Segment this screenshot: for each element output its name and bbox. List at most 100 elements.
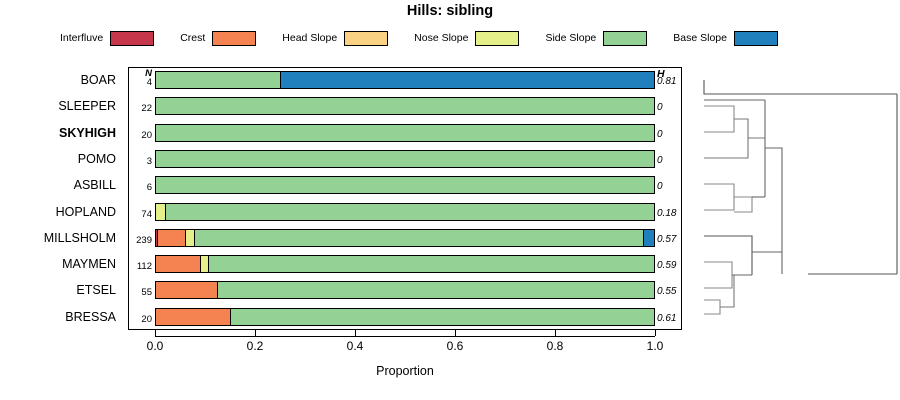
n-value: 20	[141, 129, 152, 141]
legend-label: Nose Slope	[414, 32, 469, 44]
y-axis-label-skyhigh: SKYHIGH	[59, 125, 116, 140]
h-value: 0.81	[657, 76, 677, 87]
bar-segment[interactable]	[644, 229, 654, 246]
legend-entry: Interfluve	[60, 30, 155, 46]
legend-label: Crest	[180, 32, 206, 44]
x-tick-mark	[555, 330, 556, 336]
bar-row: 20 0	[128, 120, 682, 146]
bar-row: 239 0.57	[128, 225, 682, 251]
n-value: 239	[136, 234, 152, 246]
page-title: Hills: sibling	[406, 3, 494, 19]
legend-swatch	[212, 30, 257, 46]
legend-label: Side Slope	[545, 32, 597, 44]
y-axis-label-millsholm: MILLSHOLM	[43, 230, 116, 245]
y-axis-label-hopland: HOPLAND	[55, 204, 116, 219]
legend-entry: Base Slope	[673, 30, 778, 46]
legend: Interfluve Crest Head Slope Nose Slope Side …	[60, 28, 850, 48]
x-tick-label: 0.6	[446, 339, 464, 353]
x-tick-label: 0.8	[546, 339, 564, 353]
n-value: 112	[136, 261, 152, 273]
bar-segment[interactable]	[156, 308, 231, 325]
bar-row: 55 0.55	[128, 277, 682, 303]
y-axis-labels: BOAR SLEEPER SKYHIGH POMO ASBILL HOPLAND MILLS…	[0, 67, 122, 330]
h-value: 0.55	[657, 286, 677, 298]
legend-label: Head Slope	[282, 32, 338, 44]
legend-swatch	[733, 30, 778, 46]
stacked-bar[interactable]	[155, 176, 655, 195]
stacked-bar[interactable]	[155, 281, 655, 300]
legend-entry: Crest	[180, 30, 257, 46]
h-value: 0	[657, 181, 663, 193]
bar-segment[interactable]	[158, 229, 186, 246]
bar-segment[interactable]	[156, 282, 219, 299]
bar-row: 4 0.81	[128, 67, 682, 93]
bar-segment[interactable]	[156, 177, 654, 194]
stacked-bar[interactable]	[155, 307, 655, 326]
bar-segment[interactable]	[156, 98, 654, 115]
x-tick-mark	[655, 330, 656, 336]
legend-swatch	[110, 30, 155, 46]
h-value: 0	[657, 102, 663, 114]
x-axis-title: Proportion	[376, 364, 434, 378]
y-axis-label-pomo: POMO	[77, 151, 116, 166]
stacked-bar[interactable]	[155, 97, 655, 116]
x-tick-label: 0.2	[246, 339, 264, 353]
legend-swatch	[475, 30, 520, 46]
bar-segment[interactable]	[218, 282, 654, 299]
stacked-bars: 4 0.81 22 0 20 0 3 0 6 0 74 0.18 239 0.57 112 0.59 55 0.5…	[128, 67, 682, 330]
n-value: 22	[141, 103, 152, 115]
y-axis-label-asbill: ASBILL	[73, 178, 116, 193]
stacked-bar[interactable]	[155, 228, 655, 247]
bar-segment[interactable]	[156, 150, 654, 167]
bar-segment[interactable]	[185, 229, 195, 246]
bar-segment[interactable]	[156, 72, 281, 88]
legend-swatch	[344, 30, 389, 46]
bar-segment[interactable]	[230, 308, 654, 325]
n-value: 20	[141, 313, 152, 325]
bar-segment[interactable]	[156, 203, 167, 220]
n-value: 3	[146, 155, 152, 167]
legend-label: Interfluve	[60, 32, 104, 44]
stacked-bar[interactable]	[155, 71, 655, 89]
h-value: 0.18	[657, 207, 677, 219]
n-value: 55	[141, 287, 152, 299]
bar-segment[interactable]	[156, 229, 159, 246]
bar-segment[interactable]	[209, 256, 654, 273]
y-axis-label-sleeper: SLEEPER	[58, 99, 116, 114]
x-axis-line	[155, 336, 655, 337]
x-tick-mark	[255, 330, 256, 336]
y-axis-label-maymen: MAYMEN	[62, 257, 116, 272]
bar-segment[interactable]	[166, 203, 654, 220]
h-value: 0.61	[657, 312, 677, 324]
bar-row: 22 0	[128, 93, 682, 119]
n-value: 6	[146, 182, 152, 194]
bar-segment[interactable]	[280, 72, 654, 88]
stacked-bar[interactable]	[155, 255, 655, 274]
stacked-bar[interactable]	[155, 123, 655, 142]
bar-row: 20 0.61	[128, 304, 682, 330]
bar-row: 74 0.18	[128, 199, 682, 225]
h-value: 0	[657, 128, 663, 140]
stacked-bar[interactable]	[155, 202, 655, 221]
legend-entry: Nose Slope	[414, 30, 520, 46]
x-tick-label: 0.0	[146, 339, 164, 353]
column-header-h: H	[657, 68, 665, 80]
x-tick-mark	[455, 330, 456, 336]
bar-segment[interactable]	[194, 229, 644, 246]
x-tick-mark	[155, 330, 156, 336]
x-tick-label: 0.4	[346, 339, 364, 353]
h-value: 0	[657, 154, 663, 166]
bar-segment[interactable]	[200, 256, 210, 273]
legend-swatch	[603, 30, 648, 46]
bar-segment[interactable]	[156, 256, 201, 273]
h-value: 0.59	[657, 260, 677, 272]
x-tick-mark	[355, 330, 356, 336]
legend-entry: Side Slope	[545, 30, 648, 46]
legend-entry: Head Slope	[282, 30, 389, 46]
bar-row: 112 0.59	[128, 251, 682, 277]
stacked-bar[interactable]	[155, 149, 655, 168]
bar-segment[interactable]	[156, 124, 654, 141]
